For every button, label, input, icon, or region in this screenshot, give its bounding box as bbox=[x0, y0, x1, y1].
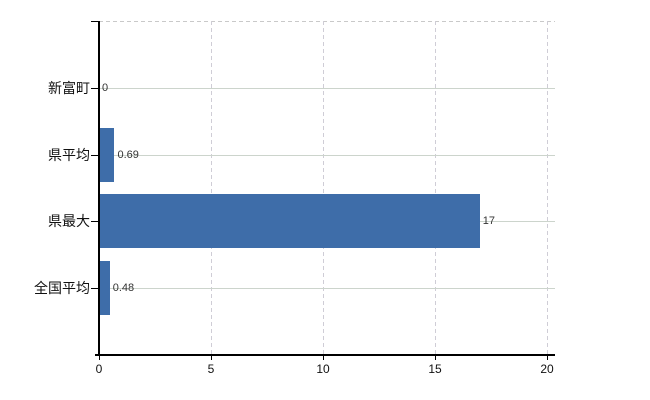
x-tick bbox=[211, 356, 212, 360]
gridline-vertical bbox=[547, 21, 548, 355]
x-tick-label: 0 bbox=[95, 362, 103, 376]
gridline-vertical bbox=[211, 21, 212, 355]
y-tick bbox=[91, 21, 98, 22]
category-label: 新富町 bbox=[48, 79, 90, 96]
gridline-vertical bbox=[435, 21, 436, 355]
plot-top-border bbox=[99, 21, 555, 22]
gridline-vertical bbox=[323, 21, 324, 355]
value-label: 0.69 bbox=[117, 148, 139, 161]
y-tick bbox=[91, 221, 98, 223]
x-tick bbox=[435, 356, 436, 360]
y-tick bbox=[91, 288, 98, 290]
y-tick bbox=[91, 154, 98, 156]
x-tick bbox=[547, 356, 548, 360]
value-label: 0.48 bbox=[112, 282, 135, 295]
gridline-horizontal bbox=[99, 288, 555, 290]
x-tick-label: 15 bbox=[428, 362, 442, 376]
x-tick-label: 5 bbox=[207, 362, 215, 376]
x-tick-label: 20 bbox=[540, 362, 554, 376]
x-tick bbox=[323, 356, 324, 360]
gridline-horizontal bbox=[99, 154, 555, 156]
gridline-horizontal bbox=[99, 87, 555, 89]
bar bbox=[99, 261, 110, 316]
y-tick bbox=[91, 87, 98, 89]
x-tick bbox=[99, 356, 100, 360]
x-axis-line bbox=[95, 354, 555, 356]
y-axis-line bbox=[98, 21, 100, 355]
bar bbox=[99, 127, 115, 182]
value-label: 0 bbox=[102, 81, 109, 94]
category-label: 県最大 bbox=[48, 213, 90, 230]
bar bbox=[99, 194, 480, 249]
x-tick-label: 10 bbox=[316, 362, 330, 376]
category-label: 全国平均 bbox=[34, 280, 90, 297]
value-label: 17 bbox=[482, 215, 496, 228]
category-label: 県平均 bbox=[48, 146, 90, 163]
